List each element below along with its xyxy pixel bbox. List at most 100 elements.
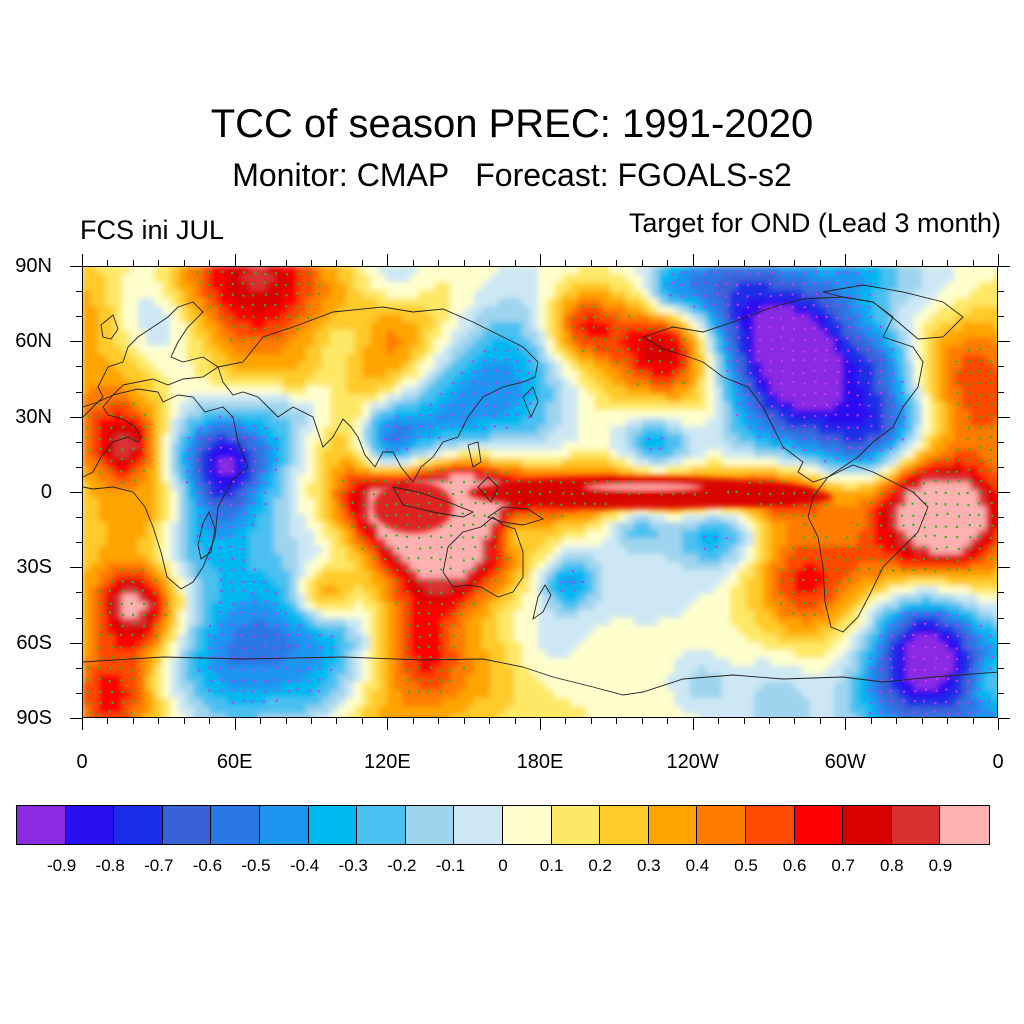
colorbar-swatch (162, 806, 212, 844)
axis-tick (76, 466, 82, 468)
axis-tick (70, 416, 82, 418)
axis-tick (209, 260, 211, 266)
colorbar-label: 0.3 (636, 856, 661, 875)
latitude-label: 60N (15, 330, 52, 353)
axis-tick (260, 718, 262, 724)
axis-tick (311, 718, 312, 724)
axis-tick (132, 260, 134, 266)
axis-tick (70, 567, 82, 569)
colorbar-swatch (211, 806, 260, 844)
longitude-label: 0 (992, 751, 1004, 773)
colorbar-swatch (17, 806, 66, 844)
axis-tick (565, 260, 567, 266)
axis-tick (158, 260, 160, 266)
axis-tick (76, 617, 82, 619)
colorbar-swatch (65, 806, 115, 844)
colorbar-label: 0.1 (539, 856, 564, 875)
axis-tick (972, 718, 974, 724)
axis-tick (514, 260, 516, 266)
axis-tick (998, 391, 1004, 393)
axis-tick (107, 718, 109, 724)
colorbar-swatch (697, 806, 746, 844)
correlation-field (83, 267, 997, 717)
axis-tick (870, 260, 872, 266)
axis-tick (234, 718, 236, 730)
latitude-label: 60S (16, 631, 52, 654)
axis-tick (819, 718, 821, 724)
colorbar-swatch (454, 806, 503, 844)
axis-tick (998, 291, 1004, 293)
axis-tick (285, 718, 287, 724)
colorbar-swatch (114, 806, 163, 844)
axis-tick (82, 718, 83, 730)
axis-tick (463, 718, 465, 724)
longitude-label: 120W (666, 751, 719, 773)
axis-tick (540, 254, 541, 266)
colorbar-swatch (891, 806, 941, 844)
axis-tick (565, 718, 567, 724)
axis-tick (667, 260, 669, 266)
colorbar-label: -0.7 (144, 856, 174, 875)
axis-tick (641, 260, 643, 266)
axis-tick (769, 260, 770, 266)
axis-tick (998, 567, 1010, 569)
axis-tick (998, 592, 1004, 594)
colorbar-label: 0.9 (928, 856, 953, 875)
axis-tick (947, 260, 949, 266)
axis-tick (845, 254, 847, 266)
axis-tick (998, 266, 1010, 267)
axis-tick (998, 366, 1004, 368)
axis-tick (158, 718, 160, 724)
axis-tick (107, 260, 109, 266)
longitude-label: 60W (824, 751, 866, 773)
axis-tick (76, 366, 82, 368)
axis-tick (412, 718, 414, 724)
axis-tick (718, 260, 720, 266)
axis-tick (998, 692, 1004, 694)
axis-tick (361, 718, 363, 724)
axis-tick (667, 718, 669, 724)
colorbar-swatch (259, 806, 309, 844)
colorbar-swatch (308, 806, 358, 844)
axis-tick (336, 260, 338, 266)
colorbar-label: -0.8 (95, 856, 125, 875)
axis-tick (998, 316, 1004, 318)
axis-tick (998, 517, 1004, 519)
axis-tick (590, 260, 592, 266)
target-label: Target for OND (Lead 3 month) (628, 208, 1001, 238)
axis-tick (76, 542, 82, 544)
axis-tick (183, 260, 185, 266)
colorbar-label: -0.4 (289, 856, 320, 875)
latitude-label: 90S (16, 707, 52, 729)
axis-tick (896, 260, 898, 266)
axis-tick (82, 254, 83, 266)
colorbar-swatch (600, 806, 649, 844)
axis-tick (998, 341, 1010, 343)
colorbar-swatch (405, 806, 455, 844)
colorbar-swatch (794, 806, 844, 844)
latitude-label: 0 (40, 481, 52, 503)
colorbar-label: 0.7 (831, 856, 855, 875)
axis-tick (76, 391, 82, 393)
axis-tick (489, 718, 491, 724)
longitude-label: 60E (216, 751, 253, 773)
axis-tick (361, 260, 363, 266)
axis-tick (70, 266, 82, 267)
significance-stippling (86, 270, 994, 716)
axis-tick (998, 492, 1010, 493)
axis-tick (70, 642, 82, 644)
axis-tick (260, 260, 262, 266)
axis-tick (76, 291, 82, 293)
axis-tick (590, 718, 592, 724)
colorbar-label: 0.2 (588, 856, 612, 875)
axis-tick (947, 718, 949, 724)
axis-tick (794, 260, 796, 266)
axis-tick (998, 667, 1004, 669)
longitude-label: 0 (76, 751, 88, 773)
axis-tick (896, 718, 898, 724)
axis-tick (387, 254, 389, 266)
correlation-map (82, 266, 998, 718)
axis-tick (70, 341, 82, 343)
colorbar (16, 805, 990, 845)
axis-tick (743, 718, 745, 724)
